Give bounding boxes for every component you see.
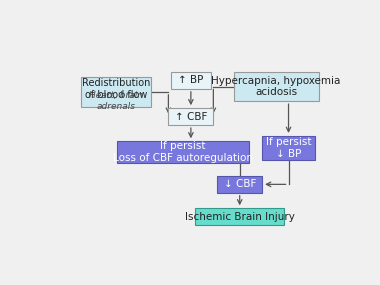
Text: If persist
Loss of CBF autoregulation: If persist Loss of CBF autoregulation — [113, 141, 253, 163]
FancyBboxPatch shape — [233, 72, 319, 101]
Text: Heart, brain
adrenals: Heart, brain adrenals — [89, 91, 143, 111]
Text: Ischemic Brain Injury: Ischemic Brain Injury — [185, 212, 294, 222]
FancyBboxPatch shape — [217, 176, 262, 193]
FancyBboxPatch shape — [168, 108, 213, 125]
Text: ↑ BP: ↑ BP — [178, 76, 204, 86]
Text: Hypercapnia, hypoxemia
acidosis: Hypercapnia, hypoxemia acidosis — [211, 76, 341, 97]
FancyBboxPatch shape — [81, 77, 150, 107]
Text: ↓ CBF: ↓ CBF — [223, 179, 256, 189]
Text: Redistribution
of blood flow: Redistribution of blood flow — [82, 78, 150, 100]
FancyBboxPatch shape — [117, 141, 249, 163]
FancyBboxPatch shape — [262, 136, 315, 160]
Text: ↑ CBF: ↑ CBF — [175, 112, 207, 122]
FancyBboxPatch shape — [171, 72, 211, 89]
FancyBboxPatch shape — [195, 208, 284, 225]
Text: If persist
↓ BP: If persist ↓ BP — [266, 137, 311, 159]
